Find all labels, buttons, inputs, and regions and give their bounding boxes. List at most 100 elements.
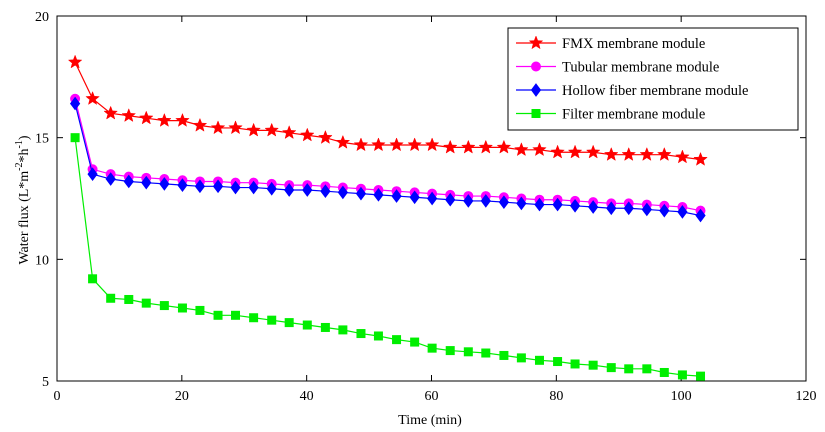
legend-label: FMX membrane module bbox=[562, 36, 705, 52]
data-point bbox=[567, 144, 583, 159]
legend: FMX membrane module Tubular membrane modu… bbox=[507, 27, 799, 131]
data-point bbox=[461, 139, 476, 154]
data-point bbox=[623, 201, 634, 216]
data-point bbox=[410, 337, 420, 347]
data-point bbox=[141, 175, 152, 190]
data-point bbox=[588, 360, 598, 370]
legend-marker bbox=[528, 35, 544, 50]
data-point bbox=[157, 112, 172, 127]
data-point bbox=[463, 347, 473, 357]
data-point bbox=[569, 198, 581, 213]
data-point bbox=[534, 197, 545, 212]
data-point bbox=[335, 134, 351, 149]
data-point bbox=[498, 195, 510, 209]
series-4 bbox=[70, 133, 706, 381]
data-point bbox=[373, 331, 383, 341]
data-point bbox=[532, 142, 547, 157]
x-tick-label: 0 bbox=[54, 389, 61, 404]
data-point bbox=[481, 348, 491, 358]
data-point bbox=[141, 298, 151, 308]
data-point bbox=[499, 350, 509, 360]
data-point bbox=[299, 127, 315, 142]
data-point bbox=[677, 205, 688, 219]
data-point bbox=[121, 108, 137, 122]
x-tick-label: 40 bbox=[300, 389, 314, 404]
data-point bbox=[264, 122, 280, 137]
x-tick-label: 60 bbox=[425, 389, 439, 404]
data-point bbox=[478, 139, 494, 154]
data-point bbox=[177, 178, 188, 192]
data-point bbox=[588, 200, 599, 214]
series-1 bbox=[67, 54, 708, 166]
data-point bbox=[657, 147, 672, 161]
data-point bbox=[371, 137, 386, 152]
data-point bbox=[105, 172, 116, 186]
x-axis: 0 20 40 60 80 100 120 bbox=[54, 16, 817, 404]
data-point bbox=[496, 139, 512, 154]
data-point bbox=[177, 303, 187, 313]
data-point bbox=[246, 122, 261, 137]
data-point bbox=[231, 310, 241, 320]
legend-label: Filter membrane module bbox=[562, 107, 705, 123]
data-point bbox=[585, 144, 601, 159]
data-point bbox=[284, 318, 294, 328]
data-point bbox=[230, 180, 241, 195]
data-point bbox=[70, 133, 80, 143]
data-point bbox=[426, 191, 438, 206]
data-point bbox=[213, 310, 223, 320]
data-point bbox=[603, 147, 619, 161]
data-point bbox=[123, 174, 134, 189]
data-point bbox=[696, 371, 706, 381]
data-point bbox=[124, 294, 134, 304]
series-layer bbox=[67, 54, 708, 381]
data-point bbox=[302, 183, 313, 197]
data-point bbox=[659, 203, 670, 218]
data-point bbox=[570, 359, 580, 369]
data-point bbox=[266, 181, 277, 196]
data-point bbox=[356, 329, 366, 339]
data-point bbox=[516, 353, 526, 363]
legend-marker bbox=[531, 61, 541, 72]
x-tick-label: 120 bbox=[796, 389, 817, 404]
x-tick-label: 100 bbox=[671, 389, 692, 404]
data-point bbox=[338, 325, 348, 335]
data-point bbox=[267, 315, 277, 325]
data-point bbox=[675, 149, 690, 164]
data-point bbox=[445, 346, 455, 356]
data-point bbox=[337, 185, 348, 200]
y-tick-label: 10 bbox=[35, 253, 49, 268]
data-point bbox=[353, 137, 369, 152]
y-axis-label-end: ) bbox=[17, 135, 32, 140]
data-point bbox=[302, 320, 312, 330]
x-axis-label: Time (min) bbox=[398, 413, 462, 428]
data-point bbox=[355, 186, 367, 201]
data-point bbox=[67, 54, 83, 69]
series-line bbox=[74, 137, 701, 377]
data-point bbox=[210, 120, 226, 135]
y-tick-label: 15 bbox=[35, 132, 49, 147]
data-point bbox=[552, 197, 563, 212]
data-point bbox=[424, 137, 440, 152]
y-axis-label-sup2: -1 bbox=[14, 140, 25, 148]
data-point bbox=[407, 137, 422, 152]
data-point bbox=[480, 194, 491, 208]
data-point bbox=[642, 364, 652, 374]
data-point bbox=[373, 188, 384, 202]
legend-label: Tubular membrane module bbox=[562, 60, 719, 76]
data-point bbox=[69, 96, 81, 111]
data-point bbox=[320, 322, 330, 332]
x-tick-label: 20 bbox=[175, 389, 189, 404]
y-axis-label: Water flux (L*m-2*h-1) bbox=[14, 135, 32, 264]
data-point bbox=[87, 167, 98, 182]
y-axis-label-base: Water flux (L*m bbox=[17, 171, 32, 265]
data-point bbox=[228, 120, 243, 135]
data-point bbox=[194, 179, 206, 194]
data-point bbox=[248, 180, 259, 195]
data-point bbox=[138, 110, 154, 125]
data-point bbox=[284, 183, 295, 197]
data-point bbox=[677, 370, 687, 380]
data-point bbox=[249, 313, 259, 323]
y-axis-label-sup1: -2 bbox=[14, 162, 25, 170]
data-point bbox=[195, 305, 205, 315]
data-point bbox=[624, 364, 634, 374]
